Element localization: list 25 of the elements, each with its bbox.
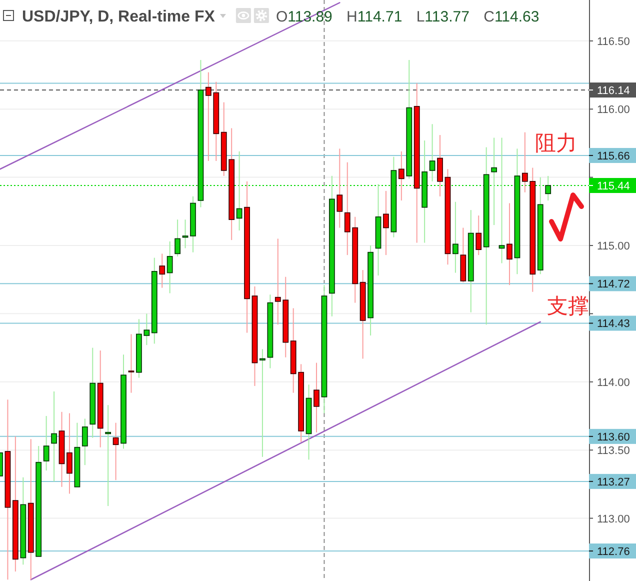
price-label: 113.27 [588, 474, 636, 489]
ref-line-label: 115.44 [597, 180, 630, 192]
ref-line-label: 113.60 [597, 431, 630, 444]
y-tick-label: 115.00 [597, 240, 630, 252]
price-label: 112.76 [588, 544, 636, 558]
y-tick-label: 113.00 [597, 513, 630, 526]
price-label: 115.44 [588, 178, 636, 193]
ref-line-label: 116.14 [597, 85, 630, 98]
ref-line-label: 112.76 [597, 546, 630, 558]
price-label: 114.72 [588, 276, 636, 292]
ref-line-label: 115.66 [597, 150, 630, 162]
price-label: 114.43 [588, 316, 636, 331]
ref-line-label: 113.27 [597, 476, 630, 488]
text: USD/JPY, D, Real-time FX [22, 8, 216, 26]
annotation: 支撑 [547, 294, 589, 318]
y-tick-label: 116.50 [597, 36, 630, 48]
y-tick-label: 114.00 [597, 376, 630, 389]
price-label: 115.66 [588, 148, 636, 163]
y-tick-label: 113.50 [597, 445, 630, 458]
ref-line-label: 114.72 [597, 278, 630, 291]
y-tick-label: 116.00 [597, 104, 630, 116]
price-label: 113.60 [588, 428, 636, 444]
annotation: 阻力 [535, 131, 577, 155]
ref-line-label: 114.43 [597, 318, 630, 330]
price-label: 116.14 [588, 82, 636, 98]
